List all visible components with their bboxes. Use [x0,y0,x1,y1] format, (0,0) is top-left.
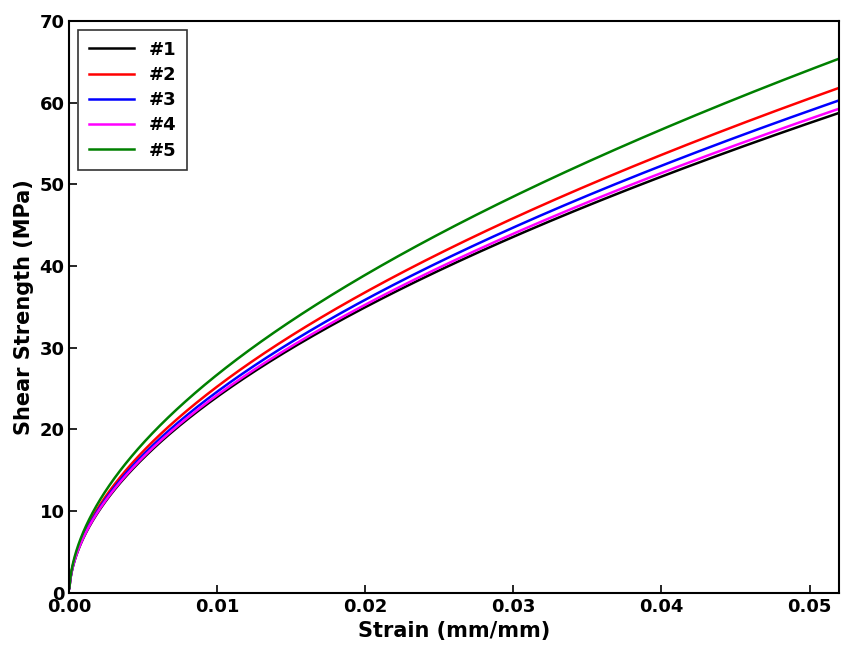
#2 [359,289,369,297]
Line: #1: #1 [69,113,838,588]
Y-axis label: Shear Strength (MPa): Shear Strength (MPa) [14,179,34,435]
#3 [198,398,208,406]
#5 [833,55,843,63]
#4 [198,402,208,409]
#4 [64,584,74,592]
#5 [152,424,162,432]
#5 [393,252,403,260]
#2 [735,120,746,128]
#2 [152,434,162,441]
#4 [393,284,403,291]
#1 [64,584,74,592]
#4 [833,105,843,113]
#5 [198,383,208,390]
#3 [64,584,74,592]
#4 [735,140,746,147]
#1 [833,109,843,117]
#1 [198,403,208,411]
#2 [64,584,74,591]
Line: #4: #4 [69,109,838,588]
Line: #5: #5 [69,59,838,588]
#3 [818,102,828,109]
X-axis label: Strain (mm/mm): Strain (mm/mm) [358,621,550,641]
Line: #3: #3 [69,100,838,588]
#2 [198,394,208,402]
#2 [818,89,828,97]
#1 [818,114,828,122]
#3 [152,437,162,445]
#4 [818,110,828,118]
#5 [64,584,74,591]
#1 [359,304,369,312]
#1 [152,441,162,449]
Legend: #1, #2, #3, #4, #5: #1, #2, #3, #4, #5 [78,30,187,170]
#2 [833,84,843,92]
#3 [735,132,746,140]
#5 [818,60,828,68]
#1 [393,286,403,294]
#4 [152,440,162,447]
#3 [833,96,843,104]
#1 [735,143,746,151]
#3 [393,278,403,286]
#5 [359,271,369,279]
#3 [359,296,369,304]
#2 [393,271,403,278]
#5 [735,93,746,101]
Line: #2: #2 [69,88,838,588]
#4 [359,301,369,309]
